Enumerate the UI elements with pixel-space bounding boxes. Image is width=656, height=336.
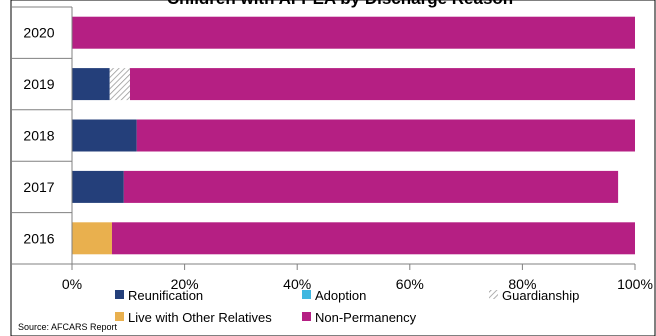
bar-segment: [72, 68, 110, 101]
legend-swatch: [115, 290, 124, 299]
bar-segment: [72, 16, 635, 49]
y-tick-label: 2018: [23, 128, 54, 144]
legend-swatch: [302, 312, 311, 321]
chart-border: [10, 0, 656, 336]
x-axis-ticks: 0% 20% 40% 60% 80% 100%: [62, 264, 653, 292]
y-tick-label: 2020: [23, 25, 54, 41]
legend-swatch: [489, 290, 498, 299]
bar-segment: [109, 68, 130, 101]
legend-swatch: [302, 290, 311, 299]
x-tick-label: 80%: [508, 276, 536, 292]
y-tick-label: 2019: [23, 76, 54, 92]
legend: Reunification Adoption Guardianship Live wi…: [115, 288, 579, 325]
plot-area: 2020 2019 2018 2017 2016: [11, 6, 635, 265]
legend-label: Guardianship: [502, 288, 579, 303]
x-tick-label: 40%: [283, 276, 311, 292]
y-tick-label: 2017: [23, 179, 54, 195]
legend-label: Non-Permanency: [315, 310, 417, 325]
y-tick-label: 2016: [23, 230, 54, 246]
chart-title: Children with AFPEA by Discharge Reason: [167, 0, 513, 8]
bar-segment: [123, 170, 619, 203]
x-tick-label: 60%: [396, 276, 424, 292]
bar-segment: [136, 119, 635, 152]
bar-segment: [72, 119, 137, 152]
x-tick-label: 100%: [617, 276, 653, 292]
x-tick-label: 20%: [171, 276, 199, 292]
legend-label: Adoption: [315, 288, 366, 303]
legend-label: Reunification: [128, 288, 203, 303]
legend-swatch: [115, 312, 124, 321]
source-note: Source: AFCARS Report: [18, 322, 118, 332]
bar-segment: [72, 170, 124, 203]
legend-label: Live with Other Relatives: [128, 310, 272, 325]
bar-segment: [129, 68, 635, 101]
x-tick-label: 0%: [62, 276, 82, 292]
bar-segment: [72, 222, 112, 255]
bar-segment: [111, 222, 635, 255]
